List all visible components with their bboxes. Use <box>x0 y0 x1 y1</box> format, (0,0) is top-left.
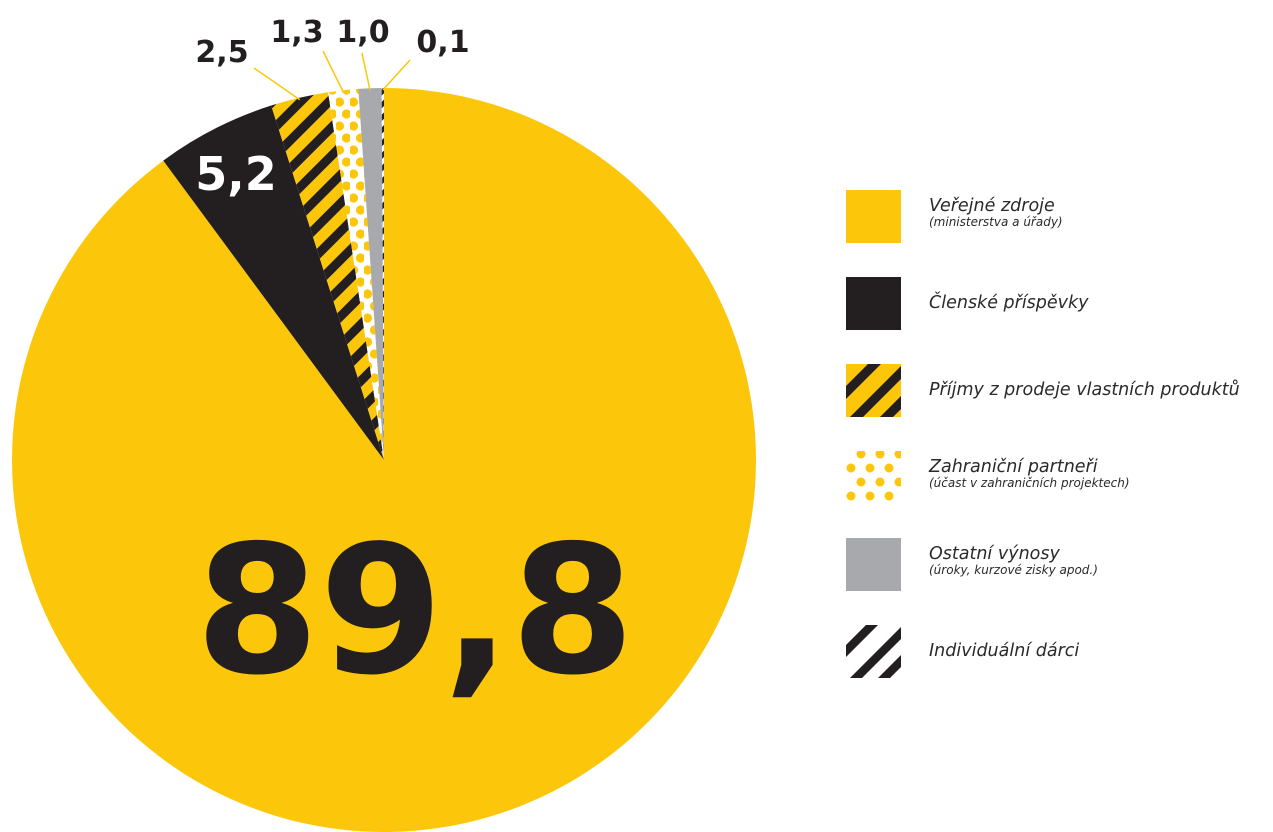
legend-swatch-black <box>846 277 901 330</box>
data-label-ostatni-vynosy: 1,0 <box>336 15 389 50</box>
legend-text: Příjmy z prodeje vlastních produktů <box>929 380 1240 400</box>
data-label-individualni-darci: 0,1 <box>416 25 469 60</box>
legend-swatch-gray <box>846 538 901 591</box>
legend-label: Příjmy z prodeje vlastních produktů <box>929 380 1240 400</box>
legend-text: Ostatní výnosy (úroky, kurzové zisky apo… <box>929 544 1098 577</box>
data-label-verejne-zdroje: 89,8 <box>195 507 634 714</box>
legend-label: Členské příspěvky <box>929 293 1089 313</box>
pie-slice-zahranicni-partneri <box>328 88 384 460</box>
leader-line-individualni-darci <box>382 59 411 91</box>
data-labels: 89,8 5,2 2,5 1,3 1,0 0,1 <box>195 15 634 714</box>
legend-item-ostatni-vynosy: Ostatní výnosy (úroky, kurzové zisky apo… <box>846 538 1273 625</box>
pie-slice-ostatni-vynosy <box>358 88 384 460</box>
legend-swatch-yellow-black-stripes <box>846 364 901 417</box>
legend-item-clenske-prispevky: Členské příspěvky <box>846 277 1273 364</box>
legend-label: Ostatní výnosy <box>929 544 1060 564</box>
leader-line-prijmy-z-prodeje-vlastnich-produktu <box>253 67 301 101</box>
data-label-clenske-prispevky: 5,2 <box>195 147 277 201</box>
legend-item-individualni-darci: Individuální dárci <box>846 625 1273 712</box>
legend-sublabel: (účast v zahraničních projektech) <box>929 476 1130 490</box>
legend-swatch-yellow <box>846 190 901 243</box>
legend-label: Individuální dárci <box>929 641 1080 661</box>
pie-slices <box>12 88 757 832</box>
leader-line-ostatni-vynosy <box>361 52 371 91</box>
legend-text: Veřejné zdroje (ministerstva a úřady) <box>929 196 1063 229</box>
legend-sublabel: (ministerstva a úřady) <box>929 215 1063 229</box>
data-label-zahranicni-partneri: 1,3 <box>270 15 323 50</box>
leader-lines <box>253 50 411 101</box>
pie-slice-clenske-prispevky <box>163 105 384 461</box>
legend-swatch-black-white-stripes <box>846 625 901 678</box>
leader-line-zahranicni-partneri <box>322 50 345 93</box>
legend-item-prijmy-z-prodeje: Příjmy z prodeje vlastních produktů <box>846 364 1273 451</box>
legend-item-verejne-zdroje: Veřejné zdroje (ministerstva a úřady) <box>846 190 1273 277</box>
legend: Veřejné zdroje (ministerstva a úřady) Čl… <box>846 190 1273 712</box>
legend-text: Zahraniční partneři (účast v zahraničníc… <box>929 457 1130 490</box>
legend-label: Veřejné zdroje <box>929 196 1055 216</box>
legend-text: Členské příspěvky <box>929 293 1089 313</box>
legend-swatch-yellow-dots <box>846 451 901 504</box>
pie-slice-individualni-darci <box>381 88 384 460</box>
legend-text: Individuální dárci <box>929 641 1079 661</box>
pie-slice-prijmy-z-prodeje-vlastnich-produktu <box>271 92 384 461</box>
legend-sublabel: (úroky, kurzové zisky apod.) <box>929 563 1098 577</box>
legend-label: Zahraniční partneři <box>929 457 1098 477</box>
data-label-prijmy-z-prodeje-vlastnich-produktu: 2,5 <box>195 35 248 70</box>
legend-item-zahranicni-partneri: Zahraniční partneři (účast v zahraničníc… <box>846 451 1273 538</box>
